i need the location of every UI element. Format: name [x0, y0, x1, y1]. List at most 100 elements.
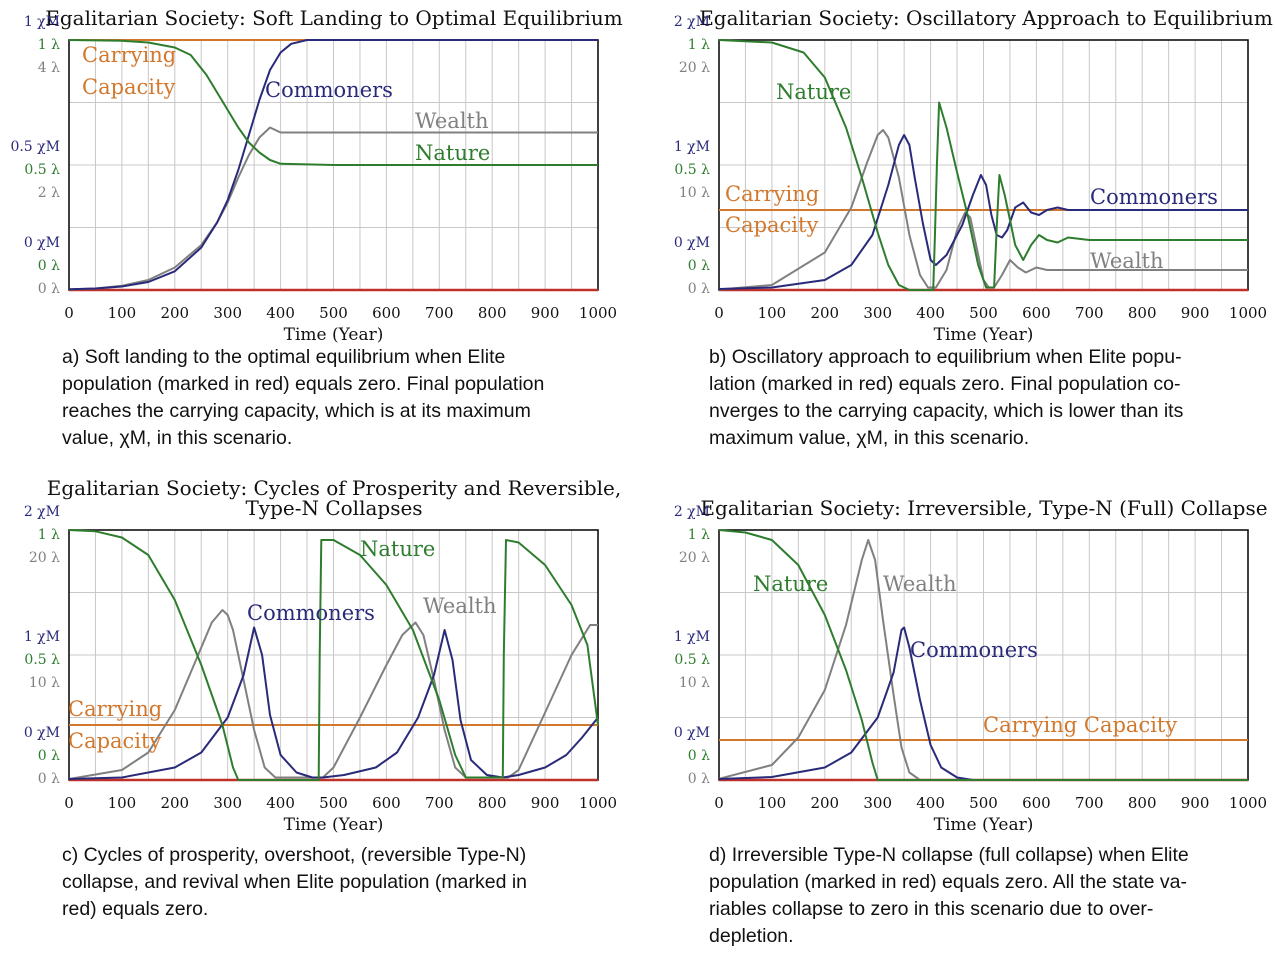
x-tick-label: 600: [1022, 794, 1051, 812]
y-axis-label: 1 λ: [688, 37, 710, 53]
caption-b: b) Oscillatory approach to equilibrium w…: [709, 344, 1269, 452]
x-axis-title: Time (Year): [284, 325, 384, 345]
grid: [719, 530, 1248, 780]
x-tick-label: 100: [108, 794, 137, 812]
x-tick-label: 100: [758, 794, 787, 812]
x-tick-label: 0: [64, 794, 74, 812]
x-tick-label: 600: [1022, 304, 1051, 322]
series-line-commoners: [68, 39, 598, 291]
series-label-commoners: Commoners: [1090, 185, 1218, 209]
grid: [719, 40, 1248, 290]
x-tick-label: 500: [969, 304, 998, 322]
series-label-nature: Nature: [415, 141, 490, 165]
y-axis-label: 2 χM: [24, 504, 60, 520]
series-label-commoners: Commoners: [910, 638, 1038, 662]
caption-d: d) Irreversible Type-N collapse (full co…: [709, 842, 1269, 950]
y-axis-label: 0 λ: [688, 258, 710, 274]
series-line-wealth: [718, 539, 1248, 781]
series-label-wealth: Wealth: [423, 594, 497, 618]
caption-d-line-3: riables collapse to zero in this scenari…: [709, 898, 1154, 920]
x-tick-label: 300: [213, 794, 242, 812]
series-line-wealth: [68, 126, 598, 291]
x-tick-label: 100: [108, 304, 137, 322]
y-axis-label: 0 χM: [674, 235, 710, 251]
x-tick-label: 900: [531, 304, 560, 322]
x-tick-label: 600: [372, 794, 401, 812]
series-label-carrying-capacity: Carrying: [725, 182, 819, 206]
series-label-carrying-capacity: Capacity: [82, 75, 175, 99]
x-tick-label: 0: [714, 794, 724, 812]
series-line-commoners: [718, 134, 1248, 290]
x-tick-label: 900: [531, 794, 560, 812]
chart-c: Egalitarian Society: Cycles of Prosperit…: [24, 476, 621, 835]
x-tick-label: 400: [916, 794, 945, 812]
chart-title-line: Type-N Collapses: [245, 496, 422, 520]
x-tick-label: 300: [863, 304, 892, 322]
y-axis-label: 20 λ: [679, 550, 710, 566]
series-line-nature: [718, 39, 1248, 291]
x-tick-label: 500: [969, 794, 998, 812]
caption-d-line-4: depletion.: [709, 925, 794, 947]
x-tick-label: 900: [1181, 794, 1210, 812]
caption-d-line-1: d) Irreversible Type-N collapse (full co…: [709, 844, 1189, 866]
x-tick-label: 300: [213, 304, 242, 322]
x-tick-label: 700: [1075, 794, 1104, 812]
x-axis-title: Time (Year): [934, 815, 1034, 835]
x-axis-title: Time (Year): [284, 815, 384, 835]
y-axis-label: 10 λ: [679, 185, 710, 201]
x-tick-label: 800: [1128, 794, 1157, 812]
x-tick-label: 500: [319, 794, 348, 812]
chart-title-line: Egalitarian Society: Soft Landing to Opt…: [45, 6, 622, 30]
x-tick-label: 800: [478, 794, 507, 812]
y-axis-label: 1 χM: [24, 14, 60, 30]
x-tick-label: 600: [372, 304, 401, 322]
x-tick-label: 900: [1181, 304, 1210, 322]
y-axis-label: 0 λ: [38, 281, 60, 297]
x-tick-label: 800: [478, 304, 507, 322]
series-label-carrying-capacity: Carrying Capacity: [983, 713, 1177, 737]
caption-a-line-1: a) Soft landing to the optimal equilibri…: [62, 346, 506, 368]
y-axis-label: 2 χM: [674, 14, 710, 30]
caption-c-line-2: collapse, and revival when Elite populat…: [62, 871, 528, 893]
y-axis-label: 0.5 λ: [24, 162, 60, 178]
series-label-carrying-capacity: Capacity: [725, 213, 818, 237]
x-tick-label: 1000: [1229, 304, 1267, 322]
x-tick-label: 200: [810, 794, 839, 812]
panel-b: Egalitarian Society: Oscillatory Approac…: [650, 0, 1275, 470]
y-axis-label: 1 λ: [38, 527, 60, 543]
x-tick-label: 1000: [1229, 794, 1267, 812]
caption-a: a) Soft landing to the optimal equilibri…: [62, 344, 622, 452]
series-label-nature: Nature: [753, 572, 828, 596]
chart-title-line: Egalitarian Society: Cycles of Prosperit…: [47, 476, 621, 500]
caption-b-line-1: b) Oscillatory approach to equilibrium w…: [709, 346, 1182, 368]
caption-c-line-1: c) Cycles of prosperity, overshoot, (rev…: [62, 844, 527, 866]
y-axis-label: 0 χM: [674, 725, 710, 741]
y-axis-label: 0.5 χM: [10, 139, 60, 155]
series-line-wealth: [718, 129, 1248, 291]
y-axis-label: 0 λ: [688, 748, 710, 764]
y-axis-label: 0.5 λ: [674, 162, 710, 178]
series-label-nature: Nature: [776, 80, 851, 104]
y-axis-label: 0 χM: [24, 725, 60, 741]
y-axis-label: 1 λ: [688, 527, 710, 543]
x-tick-label: 0: [714, 304, 724, 322]
y-axis-label: 10 λ: [679, 675, 710, 691]
x-tick-label: 400: [266, 794, 295, 812]
series-line-nature: [68, 39, 598, 166]
x-tick-label: 200: [160, 794, 189, 812]
x-tick-label: 700: [1075, 304, 1104, 322]
y-axis-label: 0.5 λ: [24, 652, 60, 668]
y-axis-label: 0 λ: [38, 748, 60, 764]
y-axis-label: 0 λ: [688, 771, 710, 787]
caption-c-line-3: red) equals zero.: [62, 898, 209, 920]
series-label-wealth: Wealth: [415, 109, 489, 133]
chart-a: Egalitarian Society: Soft Landing to Opt…: [10, 6, 622, 345]
x-tick-label: 200: [810, 304, 839, 322]
chart-b: Egalitarian Society: Oscillatory Approac…: [674, 6, 1273, 345]
series-label-carrying-capacity: Capacity: [68, 729, 161, 753]
y-axis-label: 0 λ: [38, 771, 60, 787]
chart-d: Egalitarian Society: Irreversible, Type-…: [674, 496, 1268, 835]
y-axis-label: 1 χM: [24, 629, 60, 645]
y-axis-label: 20 λ: [679, 60, 710, 76]
series-line-nature: [718, 529, 1248, 781]
